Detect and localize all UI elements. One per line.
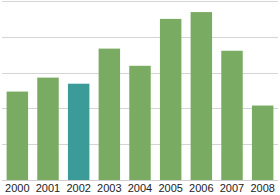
grid-line	[2, 1, 278, 2]
chart-svg: 2000 2001 2002 2003 2004 2005 2006 2007 2008	[0, 0, 280, 195]
x-axis	[2, 180, 278, 181]
x-tick-label: 2006	[189, 182, 213, 194]
x-tick-label: 2008	[250, 182, 274, 194]
bar	[7, 92, 28, 180]
bar	[252, 106, 273, 180]
bar	[221, 51, 242, 180]
bar	[160, 19, 181, 180]
bars	[7, 12, 274, 180]
x-tick-label: 2007	[220, 182, 244, 194]
bar	[129, 66, 150, 180]
x-tick-label: 2002	[66, 182, 90, 194]
bar	[99, 49, 120, 180]
x-tick-label: 2000	[5, 182, 29, 194]
bar	[68, 84, 89, 180]
x-tick-label: 2003	[97, 182, 121, 194]
bar	[191, 12, 212, 180]
grid-line	[2, 180, 278, 181]
x-tick-label: 2004	[128, 182, 152, 194]
chart: 2000 2001 2002 2003 2004 2005 2006 2007 2008	[0, 0, 280, 195]
x-tick-label: 2001	[36, 182, 60, 194]
x-tick-label: 2005	[158, 182, 182, 194]
bar	[37, 78, 58, 180]
grid-line	[2, 37, 278, 38]
